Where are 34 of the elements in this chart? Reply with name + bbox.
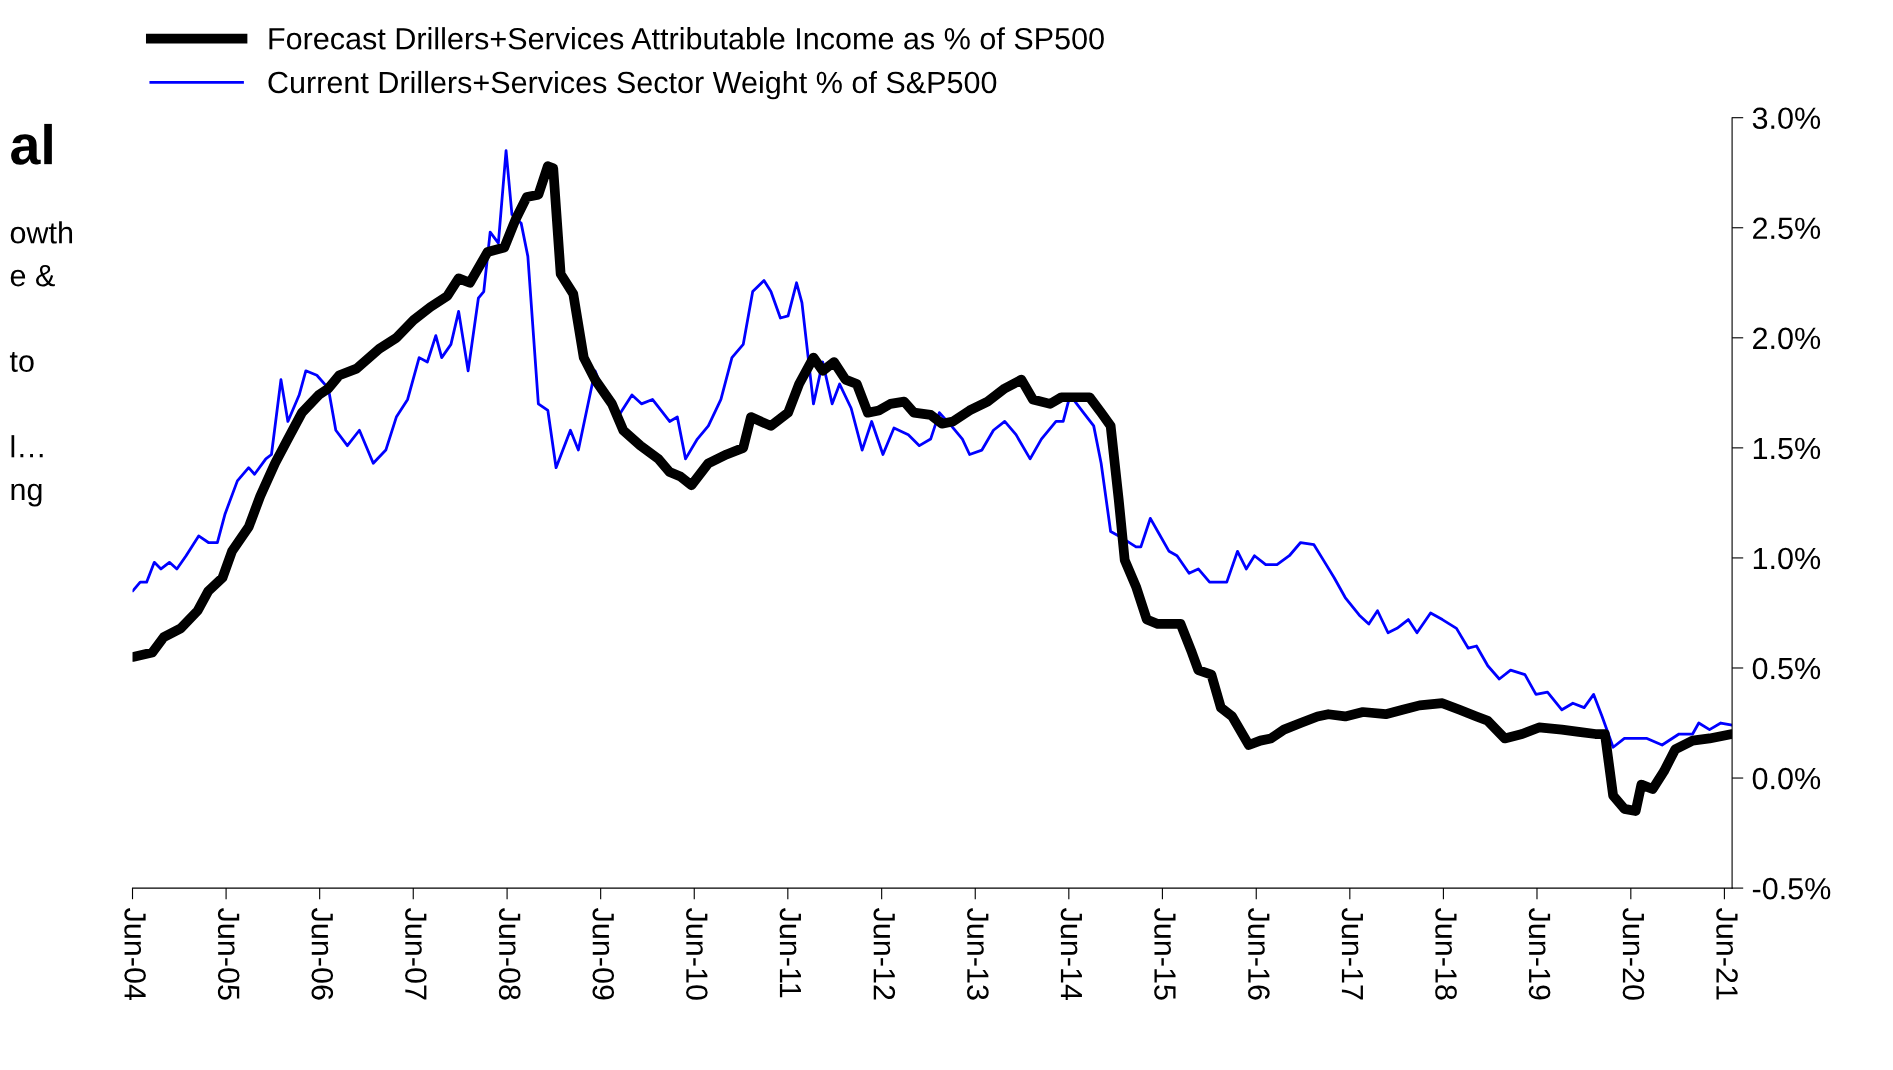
legend-label: Forecast Drillers+Services Attributable Income as % of SP500 bbox=[269, 27, 1104, 50]
y-tick-label: 2.0% bbox=[1753, 327, 1821, 350]
text: e & bbox=[10, 264, 55, 287]
x-tick-label: Jun-17 bbox=[1341, 908, 1363, 1000]
x-tick-label: Jun-12 bbox=[873, 908, 896, 1000]
x-tick-label: Jun-05 bbox=[217, 908, 240, 1000]
legend-label: Current Drillers+Services Sector Weight % of S&P500 bbox=[268, 70, 997, 100]
x-tick-label: Jun-10 bbox=[686, 908, 708, 1000]
x-tick-label: Jun-20 bbox=[1622, 908, 1645, 1000]
x-tick-label: Jun-07 bbox=[405, 908, 427, 1000]
x-tick-label: Jun-15 bbox=[1154, 908, 1176, 1000]
x-tick-label: Jun-14 bbox=[1060, 908, 1082, 1001]
x-tick-label: Jun-16 bbox=[1248, 908, 1270, 1000]
y-tick-label: 0.5% bbox=[1752, 657, 1821, 680]
x-tick-label: Jun-06 bbox=[311, 908, 334, 1000]
y-tick-label: 2.5% bbox=[1753, 217, 1821, 240]
text: l… bbox=[11, 435, 43, 458]
x-tick-label: Jun-09 bbox=[592, 908, 615, 1000]
x-tick-label: Jun-18 bbox=[1435, 908, 1457, 1000]
text: ng bbox=[11, 483, 42, 507]
y-tick-label: 0.0% bbox=[1752, 767, 1821, 790]
x-tick-label: Jun-08 bbox=[498, 908, 521, 1000]
x-tick-label: Jun-11 bbox=[779, 908, 801, 998]
text: owth bbox=[10, 221, 73, 244]
y-tick-label: 3.0% bbox=[1752, 107, 1821, 130]
y-tick-label: 1.0% bbox=[1753, 547, 1821, 570]
x-tick-label: Jun-04 bbox=[124, 908, 146, 1001]
x-tick-label: Jun-19 bbox=[1528, 908, 1551, 1000]
x-tick-label: Jun-13 bbox=[967, 908, 989, 1000]
text: to bbox=[9, 351, 34, 372]
x-tick-label: Jun-21 bbox=[1716, 908, 1738, 1000]
y-tick-label: -0.5% bbox=[1752, 877, 1831, 900]
y-tick-label: 1.5% bbox=[1753, 437, 1821, 460]
text: al bbox=[11, 123, 52, 165]
